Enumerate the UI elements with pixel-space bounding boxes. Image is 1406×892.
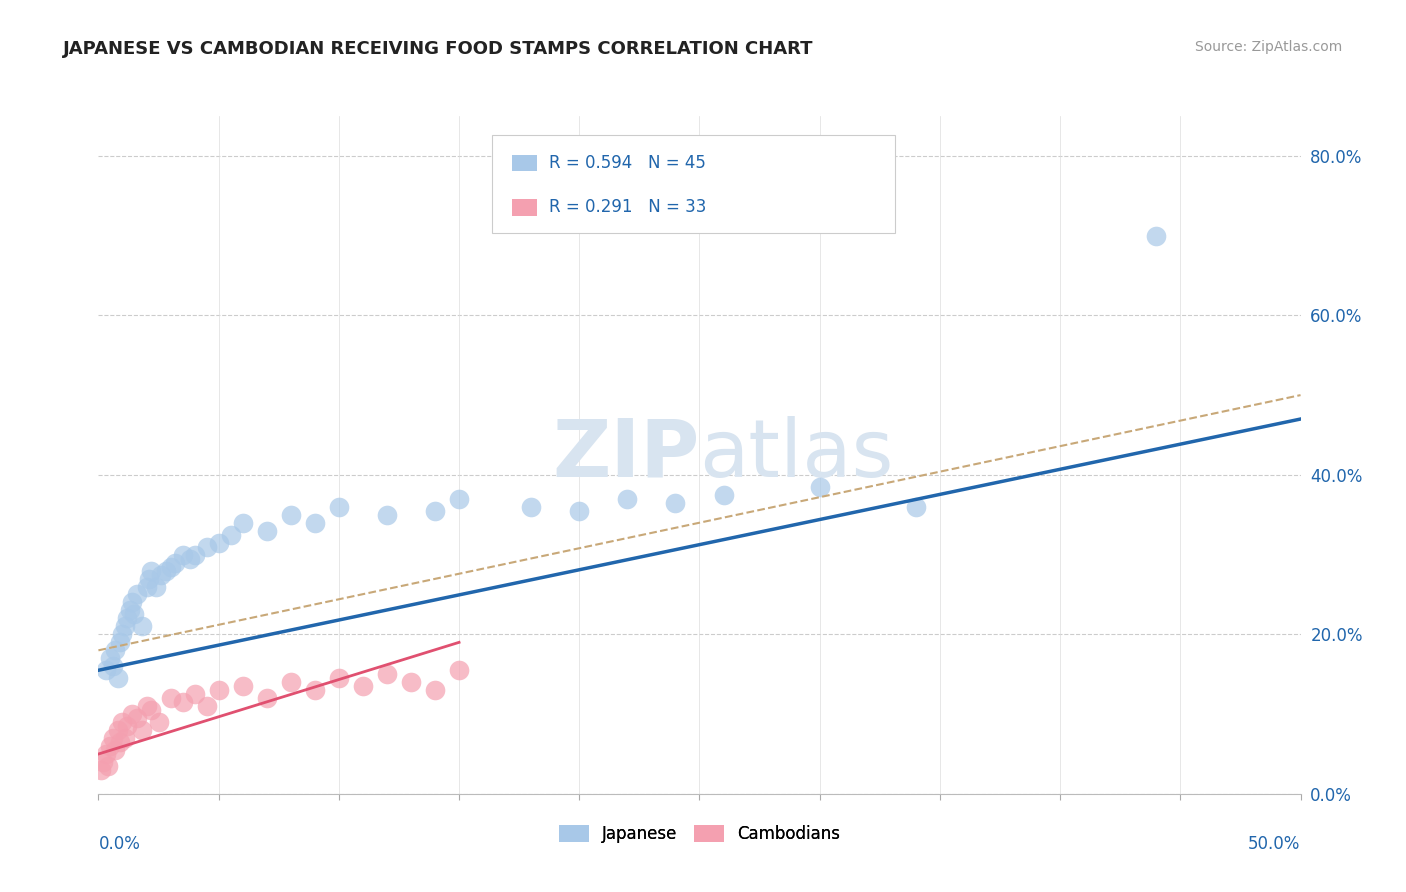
Point [304,516,326,530]
Point [159,559,181,574]
Point [328,500,350,514]
Text: ZIP: ZIP [553,416,700,494]
Point [97,759,120,773]
Point [90,763,112,777]
Point [121,595,143,609]
Point [125,587,148,601]
Point [280,675,302,690]
Text: R = 0.291   N = 33: R = 0.291 N = 33 [548,199,706,217]
Point [375,508,398,522]
Point [138,572,160,586]
Point [183,687,205,701]
Point [125,711,148,725]
Point [1144,228,1167,243]
Point [100,651,122,665]
Legend: Japanese, Cambodians: Japanese, Cambodians [553,819,846,850]
Point [117,611,139,625]
Point [904,500,927,514]
Point [616,491,638,506]
Point [148,715,170,730]
Point [159,691,181,706]
Point [195,699,218,714]
Point [124,607,146,622]
Point [111,715,134,730]
Point [141,703,163,717]
Point [94,747,117,761]
Point [104,643,127,657]
Text: R = 0.594   N = 45: R = 0.594 N = 45 [548,154,706,172]
Point [375,667,398,681]
Point [195,540,218,554]
Point [352,679,374,693]
Point [107,671,129,685]
Point [304,683,326,698]
Point [135,699,157,714]
Point [111,627,134,641]
Point [107,723,129,737]
Point [114,731,136,745]
Point [117,719,139,733]
Point [101,659,124,673]
Point [121,707,143,722]
Point [280,508,302,522]
Point [423,504,446,518]
Point [100,739,122,753]
Text: 0.0%: 0.0% [98,835,141,853]
Point [172,695,194,709]
Point [520,500,543,514]
Point [135,580,157,594]
Text: atlas: atlas [700,416,894,494]
Point [172,548,194,562]
Point [91,755,114,769]
Point [155,564,177,578]
Point [94,663,117,677]
Point [808,480,831,494]
Point [165,556,187,570]
Point [183,548,205,562]
Point [104,743,127,757]
Point [232,679,254,693]
Point [145,580,167,594]
Text: Source: ZipAtlas.com: Source: ZipAtlas.com [1195,40,1343,54]
Point [179,551,201,566]
Point [149,567,172,582]
Text: JAPANESE VS CAMBODIAN RECEIVING FOOD STAMPS CORRELATION CHART: JAPANESE VS CAMBODIAN RECEIVING FOOD STA… [63,40,814,58]
Point [118,603,141,617]
Point [713,488,735,502]
Point [232,516,254,530]
Point [131,619,153,633]
Text: 50.0%: 50.0% [1249,835,1301,853]
Point [328,671,350,685]
Point [208,535,231,549]
Point [399,675,422,690]
Point [447,491,470,506]
Point [568,504,591,518]
Point [256,691,278,706]
Point [208,683,231,698]
Point [101,731,124,745]
Point [141,564,163,578]
Point [108,635,131,649]
Point [114,619,136,633]
Point [256,524,278,538]
Point [131,723,153,737]
Point [447,663,470,677]
Point [423,683,446,698]
Point [664,496,686,510]
Point [219,527,242,541]
Point [108,735,131,749]
